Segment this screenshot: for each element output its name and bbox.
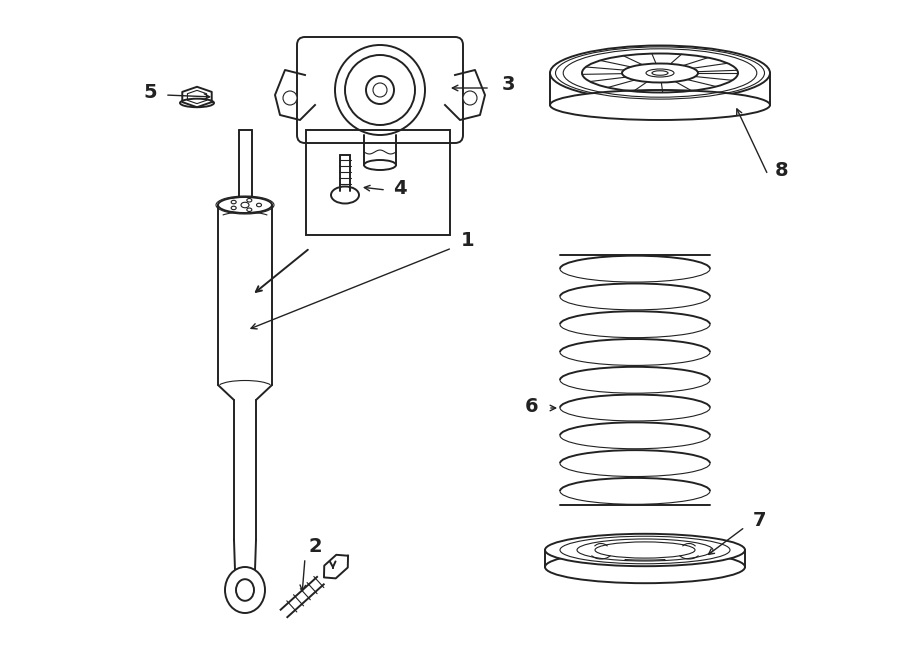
Ellipse shape [545,551,745,583]
Ellipse shape [335,45,425,135]
Ellipse shape [622,63,698,83]
Ellipse shape [646,69,674,77]
Text: 2: 2 [308,537,322,557]
Text: 4: 4 [393,178,407,198]
Text: 6: 6 [526,397,539,416]
Ellipse shape [373,83,387,97]
Ellipse shape [283,91,297,105]
Ellipse shape [238,200,253,210]
Ellipse shape [463,91,477,105]
Text: 5: 5 [143,83,157,102]
Bar [306,130,450,235]
Ellipse shape [652,71,668,75]
Text: 7: 7 [753,510,767,529]
Ellipse shape [225,567,265,613]
Ellipse shape [550,46,770,100]
Ellipse shape [180,98,214,107]
Ellipse shape [331,186,359,204]
Text: 8: 8 [775,161,788,180]
Ellipse shape [345,55,415,125]
Text: 3: 3 [501,75,515,95]
Ellipse shape [550,90,770,120]
FancyBboxPatch shape [297,37,463,143]
Ellipse shape [366,76,394,104]
Ellipse shape [218,197,272,213]
Text: 1: 1 [461,231,475,251]
Ellipse shape [241,202,249,208]
Ellipse shape [364,160,396,170]
Ellipse shape [545,534,745,566]
